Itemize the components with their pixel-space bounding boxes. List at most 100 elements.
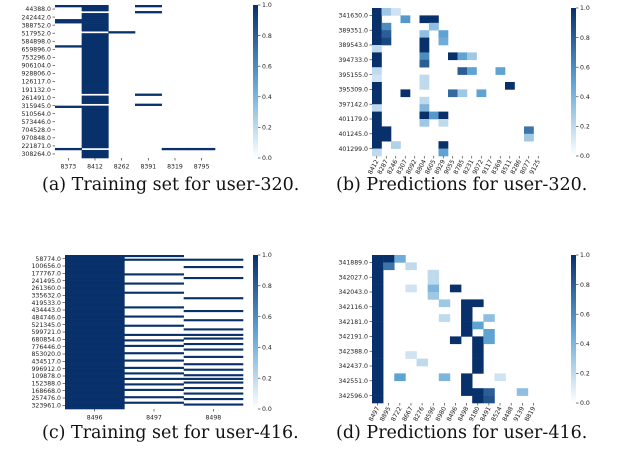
heatmap-cell	[81, 131, 109, 135]
heatmap-cell	[383, 262, 395, 271]
y-tick-label: 58774.0	[35, 256, 61, 263]
heatmap-cell	[391, 141, 401, 149]
heatmap-cell	[81, 43, 109, 46]
x-tick-label: 8795	[194, 164, 210, 171]
heatmap-cell	[461, 321, 473, 330]
y-tick-label: 395309.0	[338, 87, 368, 94]
heatmap-cell	[81, 59, 109, 62]
heatmap-cell	[81, 33, 109, 36]
heatmap-cell	[372, 299, 384, 308]
heatmap-cell	[81, 53, 109, 56]
heatmap-cell	[81, 145, 109, 149]
colorbar-tick-label: 0.2	[262, 125, 272, 132]
heatmap-cell	[372, 30, 382, 38]
heatmap-cell	[419, 30, 430, 38]
heatmap-cell	[65, 324, 125, 327]
y-tick-label: 599721.0	[31, 329, 61, 336]
heatmap-cell	[65, 266, 125, 269]
heatmap-cell	[183, 348, 244, 351]
heatmap-cell	[81, 13, 109, 16]
y-tick-label: 395155.0	[338, 72, 368, 79]
y-tick-label: 517952.0	[21, 30, 51, 37]
y-tick-label: 704528.0	[21, 127, 51, 134]
heatmap-cell	[124, 324, 184, 327]
heatmap-cell	[81, 37, 109, 40]
heatmap-cell	[81, 91, 109, 94]
heatmap-cell	[183, 328, 244, 331]
heatmap-cell	[65, 368, 125, 371]
heatmap-cell	[457, 89, 468, 98]
heatmap-cell	[55, 45, 82, 48]
heatmap-cell	[65, 366, 125, 369]
heatmap-cell	[429, 15, 439, 24]
heatmap-cell	[419, 119, 430, 127]
heatmap-cell	[438, 148, 449, 157]
y-tick-label: 853020.0	[31, 351, 61, 358]
heatmap-cell	[135, 5, 162, 8]
heatmap-cell	[65, 313, 125, 316]
heatmap-cell	[108, 31, 136, 34]
heatmap-cell	[65, 289, 125, 292]
panel-caption: (c) Training set for user-416.	[42, 423, 299, 443]
heatmap-cell	[65, 288, 125, 291]
heatmap-cell	[81, 65, 109, 68]
heatmap-background	[372, 8, 543, 156]
heatmap-cell	[65, 381, 125, 384]
y-tick-label: 342027.0	[338, 274, 368, 281]
y-tick-label: 341889.0	[338, 260, 368, 267]
heatmap-cell	[372, 284, 384, 293]
y-tick-label: 776446.0	[31, 344, 61, 351]
x-tick-label: 8412	[87, 164, 103, 171]
heatmap-cell	[372, 89, 382, 98]
heatmap-cell	[65, 277, 125, 280]
heatmap-cell	[65, 284, 125, 287]
heatmap-panel-3: 58774.0100656.0177767.0241495.0261360.03…	[31, 252, 298, 443]
heatmap-cell	[419, 104, 430, 112]
heatmap-cell	[405, 351, 417, 359]
heatmap-cell	[429, 22, 439, 31]
heatmap-cell	[372, 15, 382, 24]
heatmap-cell	[183, 319, 244, 322]
y-tick-label: 261491.0	[21, 95, 51, 102]
heatmap-cell	[419, 111, 430, 120]
heatmap-cell	[183, 355, 244, 358]
heatmap-cell	[161, 147, 189, 151]
heatmap-cell	[124, 352, 184, 355]
heatmap-cell	[438, 141, 449, 149]
heatmap-cell	[81, 141, 109, 145]
heatmap-cell	[81, 87, 109, 90]
heatmap-cell	[135, 103, 162, 106]
heatmap-cell	[65, 346, 125, 349]
heatmap-cell	[461, 306, 473, 315]
heatmap-cell	[372, 52, 382, 61]
heatmap-cell	[405, 284, 417, 293]
colorbar-tick-label: 0.0	[580, 400, 590, 407]
heatmap-cell	[65, 310, 125, 313]
heatmap-cell	[81, 113, 109, 117]
heatmap-cell	[457, 67, 468, 75]
heatmap-cell	[124, 388, 184, 391]
colorbar-tick-label: 0.4	[262, 345, 272, 352]
heatmap-cell	[81, 115, 109, 119]
heatmap-cell	[81, 55, 109, 58]
heatmap-cell	[372, 104, 382, 112]
heatmap-cell	[65, 350, 125, 353]
heatmap-cell	[183, 277, 244, 280]
heatmap-cell	[183, 297, 244, 300]
heatmap-cell	[81, 109, 109, 112]
heatmap-cell	[124, 255, 184, 258]
heatmap-cell	[524, 133, 534, 142]
heatmap-cell	[461, 373, 473, 382]
heatmap-cell	[81, 71, 109, 74]
heatmap-cell	[183, 377, 244, 380]
heatmap-cell	[372, 366, 384, 374]
heatmap-cell	[372, 269, 384, 278]
heatmap-cell	[65, 319, 125, 322]
heatmap-cell	[372, 8, 382, 16]
heatmap-cell	[183, 392, 244, 395]
heatmap-cell	[124, 372, 184, 375]
y-tick-label: 389351.0	[338, 27, 368, 34]
heatmap-cell	[81, 61, 109, 64]
heatmap-cell	[81, 49, 109, 52]
